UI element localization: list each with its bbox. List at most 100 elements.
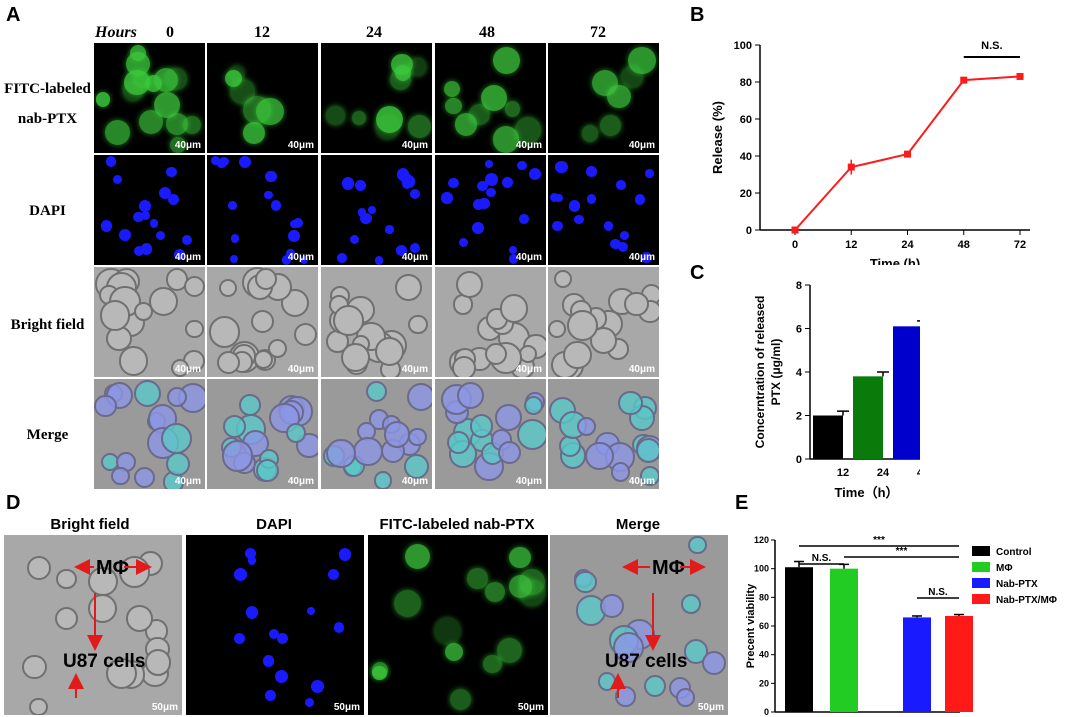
scale-bar-label: 40μm xyxy=(287,252,314,263)
x-tick-label: 72 xyxy=(1014,239,1026,251)
legend-label: Control xyxy=(996,547,1032,558)
ns-annotation: N.S. xyxy=(981,40,1002,52)
significance-label: *** xyxy=(873,535,885,546)
legend-swatch xyxy=(972,546,990,556)
y-tick-label: 0 xyxy=(746,225,752,237)
x-axis-title: Time (h) xyxy=(870,256,920,265)
data-point xyxy=(960,76,968,84)
x-axis-title: Time（h） xyxy=(834,485,898,500)
y-tick-label: 80 xyxy=(740,77,752,89)
micrograph-bf-0h: 40μm xyxy=(94,267,205,377)
scale-bar-label: 40μm xyxy=(401,140,428,151)
row-label-fitc-line1: FITC-labeled xyxy=(4,81,91,97)
x-tick-label: 24 xyxy=(877,467,890,479)
data-point xyxy=(904,150,911,158)
micrograph-d-merge: 50μm xyxy=(550,535,728,715)
micrograph-dapi-12h: 40μm xyxy=(207,155,318,265)
y-axis-title: Precent viability xyxy=(745,583,757,668)
micrograph-merge-48h: 40μm xyxy=(435,379,546,489)
d-header-fitc: FITC-labeled nab-PTX xyxy=(379,516,535,533)
mphi-label-1: MΦ xyxy=(96,557,130,579)
time-header-12: 12 xyxy=(254,24,270,41)
x-tick-label: 48 xyxy=(917,467,920,479)
scale-bar-label: 40μm xyxy=(401,364,428,375)
y-axis-title: Release (%) xyxy=(710,101,725,174)
bar xyxy=(945,615,973,712)
chart-b: 0 20 40 60 80 100 0 12 24 48 72 N.S. Time (h) Release… xyxy=(710,40,1030,265)
d-arrows xyxy=(68,559,706,698)
y-axis-title-line2: PTX (μg/ml) xyxy=(769,339,783,406)
y-tick-label: 20 xyxy=(740,188,752,200)
micrograph-dapi-0h: 40μm xyxy=(94,155,205,265)
micrograph-bf-48h: 40μm xyxy=(435,267,546,377)
scale-bar-label: 40μm xyxy=(628,252,655,263)
legend-label: Nab-PTX/MΦ xyxy=(996,595,1057,606)
significance-label: *** xyxy=(896,546,908,557)
scale-bar-label: 40μm xyxy=(287,140,314,151)
y-axis-title-line1: Concerntration of released xyxy=(753,296,767,449)
panel-label-a: A xyxy=(6,4,21,26)
row-label-fitc: FITC-labeled nab-PTX xyxy=(0,78,95,130)
scale-bar-label: 50μm xyxy=(697,702,724,713)
y-tick-label: 60 xyxy=(759,621,769,631)
y-tick-label: 4 xyxy=(796,367,803,379)
significance-label: N.S. xyxy=(812,553,832,564)
y-tick-label: 120 xyxy=(754,535,769,545)
y-tick-label: 40 xyxy=(740,151,752,163)
micrograph-bf-24h: 40μm xyxy=(321,267,432,377)
scale-bar-label: 50μm xyxy=(517,702,544,713)
scale-bar-label: 40μm xyxy=(401,252,428,263)
scale-bar-label: 40μm xyxy=(628,476,655,487)
legend-swatch xyxy=(972,594,990,604)
micrograph-merge-12h: 40μm xyxy=(207,379,318,489)
bar xyxy=(830,568,858,712)
row-label-merge: Merge xyxy=(26,427,69,443)
significance-label: N.S. xyxy=(928,587,948,598)
time-header-72: 72 xyxy=(590,24,606,41)
y-tick-label: 2 xyxy=(796,411,802,423)
chart-c: 02468122448Time（h）Concerntration of rele… xyxy=(753,280,920,500)
scale-bar-label: 40μm xyxy=(628,364,655,375)
bar xyxy=(853,376,883,459)
scale-bar-label: 40μm xyxy=(628,140,655,151)
micrograph-d-dapi: 50μm xyxy=(186,535,364,715)
panel-label-c: C xyxy=(690,262,705,284)
micrograph-merge-0h: 40μm xyxy=(94,379,205,489)
scale-bar-label: 50μm xyxy=(151,702,178,713)
y-tick-label: 0 xyxy=(764,707,769,717)
d-header-merge: Merge xyxy=(615,516,661,533)
micrograph-fitc-48h: 40μm xyxy=(435,43,546,153)
u87-label-2: U87 cells xyxy=(605,651,688,672)
x-tick-label: 24 xyxy=(901,239,914,251)
bar xyxy=(893,326,920,459)
legend-label: Nab-PTX xyxy=(996,579,1038,590)
scale-bar-label: 40μm xyxy=(401,476,428,487)
y-tick-label: 20 xyxy=(759,678,769,688)
d-header-dapi: DAPI xyxy=(256,516,292,533)
micrograph-d-bf: 50μm xyxy=(4,535,182,715)
chart-e: 0 20 40 60 80 100 120 Precent viability N.S. *** *… xyxy=(745,535,1057,717)
legend-swatch xyxy=(972,578,990,588)
merge-arrows xyxy=(610,559,706,698)
x-tick-label: 48 xyxy=(958,239,970,251)
scale-bar-label: 40μm xyxy=(174,364,201,375)
y-tick-label: 8 xyxy=(796,280,802,292)
micrograph-d-fitc: 50μm xyxy=(368,535,548,715)
scale-bar-label: 40μm xyxy=(174,140,201,151)
bright-arrows xyxy=(68,559,152,698)
y-tick-label: 60 xyxy=(740,114,752,126)
u87-label-1: U87 cells xyxy=(63,651,146,672)
scale-bar-label: 40μm xyxy=(515,364,542,375)
micrograph-fitc-12h: 40μm xyxy=(207,43,318,153)
panel-label-e: E xyxy=(735,492,749,514)
x-tick-label: 0 xyxy=(792,239,798,251)
scale-bar-label: 40μm xyxy=(287,476,314,487)
y-tick-label: 80 xyxy=(759,592,769,602)
y-tick-label: 40 xyxy=(759,650,769,660)
row-label-fitc-line2: nab-PTX xyxy=(17,111,78,127)
scale-bar-label: 40μm xyxy=(515,140,542,151)
micrograph-fitc-0h: 40μm xyxy=(94,43,205,153)
row-label-dapi: DAPI xyxy=(29,203,66,219)
hours-label: Hours xyxy=(95,24,137,41)
micrograph-merge-24h: 40μm xyxy=(321,379,432,489)
